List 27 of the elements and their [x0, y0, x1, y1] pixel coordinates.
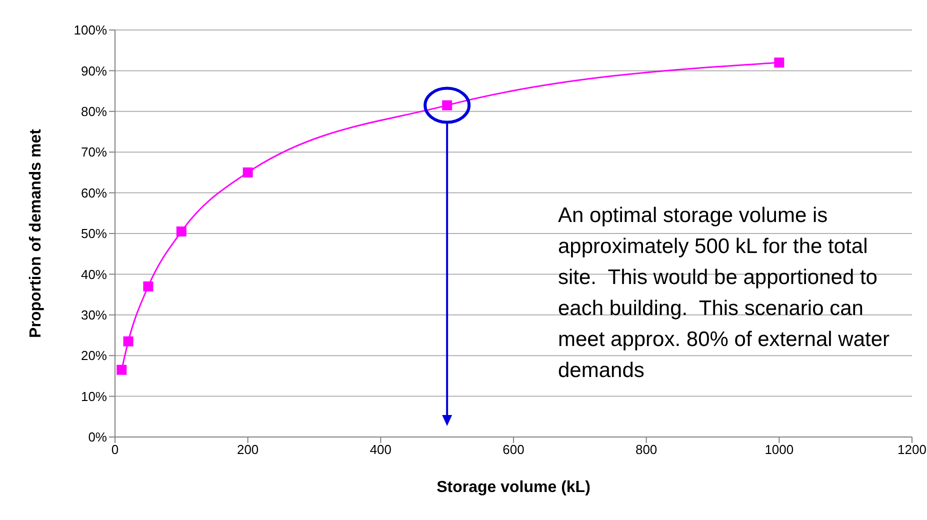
- point: [143, 281, 154, 292]
- point: [774, 58, 784, 68]
- annotation: An optimal storage volume is approximately 500 kL for the total site. This would be apportioned to each building. This scenario can meet approx. 80% of external water demands: [558, 203, 891, 384]
- x-tick-label: 400: [370, 442, 392, 458]
- point: [176, 226, 186, 236]
- x-tick-label: 1000: [764, 442, 794, 458]
- y-tick-label: 100%: [74, 22, 108, 38]
- y-tick-label: 20%: [80, 348, 108, 364]
- point: [242, 167, 253, 178]
- y-tick-label: 60%: [80, 185, 108, 200]
- x-axis-title: Storage volume (kL): [436, 479, 590, 496]
- y-tick-label: 80%: [80, 104, 108, 120]
- x-tick-label: 1200: [898, 442, 926, 458]
- y-tick-label: 50%: [80, 226, 108, 242]
- y-tick-label: 40%: [80, 266, 108, 282]
- y-tick-label: 90%: [80, 63, 108, 78]
- y-axis-title: Proportion of demands met: [28, 128, 45, 338]
- y-tick-label: 10%: [80, 388, 108, 404]
- x-tick-label: 0: [111, 442, 119, 458]
- x-tick-label: 800: [635, 442, 658, 458]
- point: [123, 336, 134, 346]
- y-tick-label: 30%: [80, 308, 108, 323]
- y-tick-label: 70%: [80, 144, 108, 160]
- y-tick-label: 0%: [88, 430, 108, 445]
- x-tick-label: 600: [502, 442, 524, 458]
- x-tick-label: 200: [236, 442, 259, 458]
- point: [116, 364, 127, 375]
